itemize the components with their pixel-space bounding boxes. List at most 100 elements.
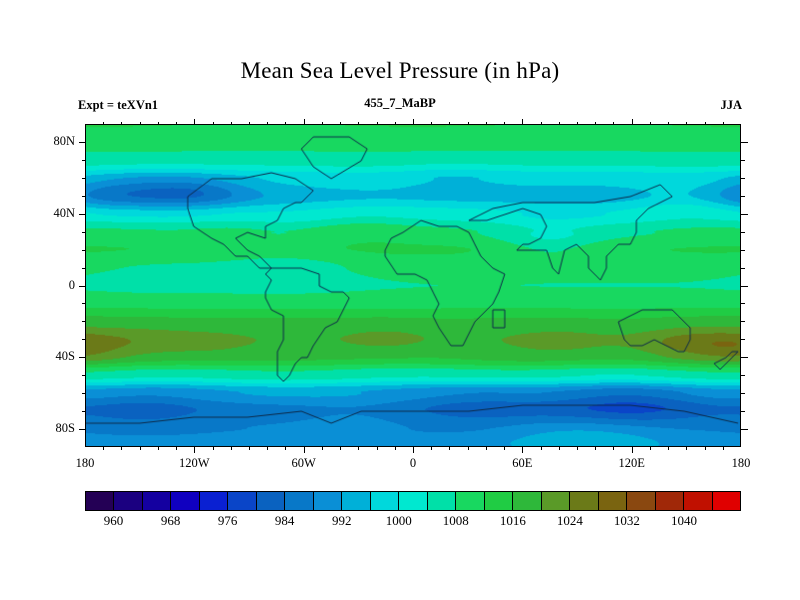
axis-tick [82, 159, 86, 161]
axis-tick [431, 447, 433, 450]
colorbar-swatch [598, 492, 628, 510]
axis-tick [82, 393, 86, 395]
axis-tick [121, 447, 123, 450]
colorbar-tick-label: 976 [217, 513, 238, 528]
axis-tick [686, 122, 688, 125]
axis-tick [82, 177, 86, 179]
run-subtitle: 455_7_MaBP [364, 96, 436, 110]
axis-tick [82, 375, 86, 377]
axis-tick [79, 141, 86, 143]
axis-tick [303, 447, 305, 453]
axis-tick [212, 122, 214, 125]
colorbar-swatch [712, 492, 741, 510]
axis-tick [79, 357, 86, 359]
axis-tick [741, 303, 745, 305]
axis-tick [394, 122, 396, 125]
colorbar-swatch [285, 492, 314, 510]
axis-tick [303, 119, 305, 125]
axis-tick [230, 122, 232, 125]
x-axis-tick-label: 0 [409, 456, 417, 470]
colorbar-swatch [86, 492, 115, 510]
colorbar-tick-label: 1000 [385, 513, 412, 528]
axis-tick [649, 447, 651, 450]
axis-tick [504, 122, 506, 125]
season-label: JJA [720, 98, 742, 112]
axis-tick [558, 447, 560, 450]
y-axis-tick-label: 40S [55, 349, 75, 364]
axis-tick [741, 213, 748, 215]
axis-tick [340, 447, 342, 450]
axis-tick [741, 411, 745, 413]
colorbar-swatch [655, 492, 685, 510]
axis-tick [82, 339, 86, 341]
axis-tick [704, 122, 706, 125]
axis-tick [321, 447, 323, 450]
page-title: Mean Sea Level Pressure (in hPa) [240, 58, 560, 83]
axis-tick [157, 122, 159, 125]
axis-tick [741, 357, 748, 359]
colorbar-swatch [256, 492, 286, 510]
colorbar-tick-label: 960 [103, 513, 124, 528]
colorbar-swatch [513, 492, 542, 510]
axis-tick [741, 429, 748, 431]
axis-tick [194, 447, 196, 453]
colorbar-swatch [142, 492, 172, 510]
colorbar-tick-label: 992 [331, 513, 352, 528]
axis-tick [595, 122, 597, 125]
axis-tick [741, 267, 745, 269]
axis-tick [741, 231, 745, 233]
axis-tick [340, 122, 342, 125]
axis-tick [79, 213, 86, 215]
axis-tick [613, 447, 615, 450]
axis-tick [595, 447, 597, 450]
axis-tick [722, 447, 724, 450]
axis-tick [522, 447, 524, 453]
colorbar-swatch [199, 492, 229, 510]
y-axis-tick-label: 80N [53, 133, 75, 148]
colorbar-tick-label: 1008 [442, 513, 469, 528]
axis-tick [176, 122, 178, 125]
axis-tick [686, 447, 688, 450]
x-axis-tick-label: 120W [179, 456, 210, 470]
x-axis-tick-label: 60E [512, 456, 533, 470]
axis-tick [722, 122, 724, 125]
colorbar-tick-label: 1024 [556, 513, 583, 528]
colorbar-tick-label: 1016 [499, 513, 526, 528]
colorbar-swatch [684, 492, 713, 510]
axis-tick [431, 122, 433, 125]
axis-tick [741, 177, 745, 179]
colorbar-swatch [399, 492, 428, 510]
x-axis-tick-label: 180 [75, 456, 95, 470]
colorbar [85, 491, 741, 511]
axis-tick [285, 122, 287, 125]
axis-tick [467, 447, 469, 450]
y-axis-tick-label: 80S [55, 421, 75, 436]
x-axis-tick-label: 60W [291, 456, 316, 470]
axis-tick [741, 321, 745, 323]
axis-tick [139, 447, 141, 450]
colorbar-swatch [484, 492, 514, 510]
y-axis-tick-label: 0 [68, 277, 75, 292]
colorbar-labels: 960 968 976 984 992 1000 1008 1016 1024 1032 1040 [85, 513, 741, 533]
colorbar-swatch [627, 492, 656, 510]
axis-tick [449, 122, 451, 125]
axis-tick [504, 447, 506, 450]
colorbar-swatch [427, 492, 457, 510]
axis-tick [413, 119, 414, 125]
axis-tick [121, 122, 123, 125]
axis-tick [668, 447, 670, 450]
contour-field [86, 125, 740, 446]
axis-tick [467, 122, 469, 125]
map-plot-panel [85, 124, 741, 447]
axis-tick [540, 447, 542, 450]
axis-tick [103, 447, 105, 450]
axis-tick [267, 122, 269, 125]
axis-tick [212, 447, 214, 450]
axis-tick [79, 285, 86, 287]
axis-tick [157, 447, 159, 450]
axis-tick [613, 122, 615, 125]
colorbar-swatch [228, 492, 257, 510]
axis-tick [649, 122, 651, 125]
axis-tick [522, 119, 524, 125]
axis-tick [176, 447, 178, 450]
